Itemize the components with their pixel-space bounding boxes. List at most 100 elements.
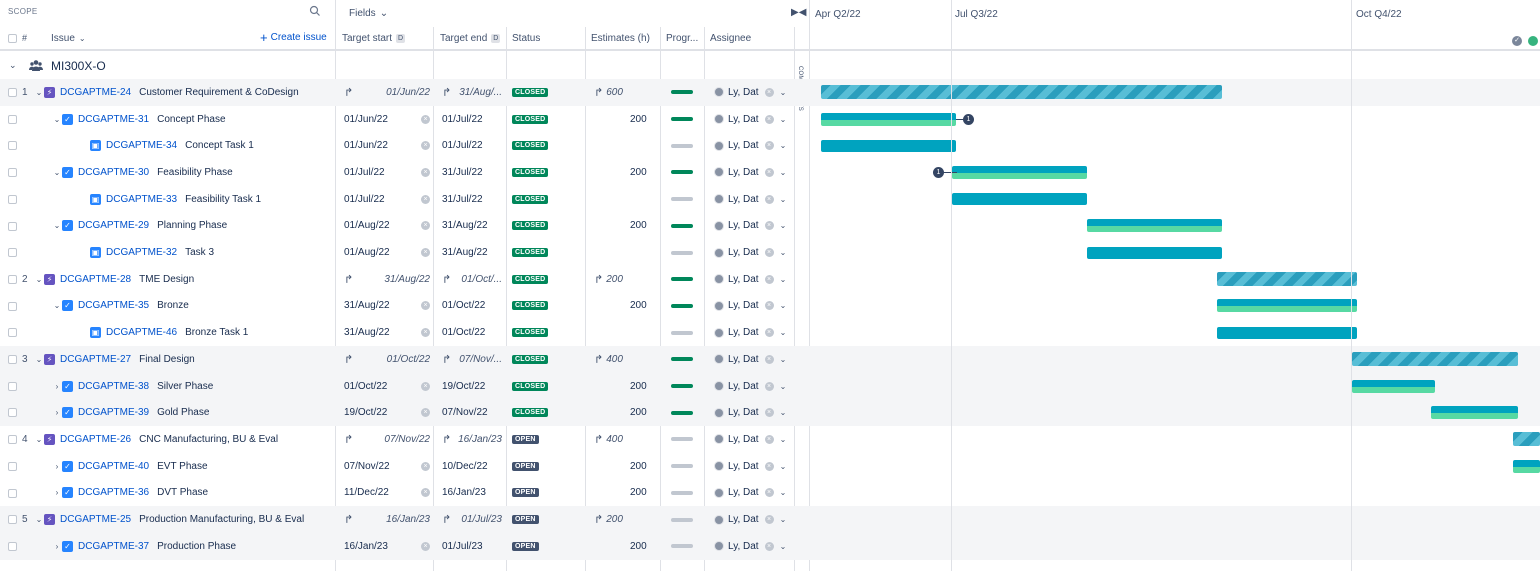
issue-cell[interactable]: ▣ DCGAPTME-33 Feasibility Task 1 <box>80 186 261 213</box>
clear-icon[interactable]: × <box>421 328 430 338</box>
gantt-bar[interactable] <box>821 85 1222 100</box>
target-start-cell[interactable]: 16/Jan/23 × <box>344 533 430 560</box>
estimate-cell[interactable]: 200 <box>630 373 647 400</box>
clear-icon[interactable]: × <box>764 381 774 391</box>
gantt-bar[interactable] <box>1513 432 1540 447</box>
issue-cell[interactable]: ▣ DCGAPTME-46 Bronze Task 1 <box>80 319 248 346</box>
clear-icon[interactable]: × <box>764 167 774 177</box>
status-cell[interactable]: OPEN <box>512 480 539 507</box>
issue-cell[interactable]: ⌄ ⚡ DCGAPTME-24 Customer Requirement & C… <box>34 79 299 106</box>
target-end-cell[interactable]: 10/Dec/22 <box>442 453 502 480</box>
target-end-cell[interactable]: 31/Aug/22 <box>442 213 502 240</box>
clear-icon[interactable]: × <box>421 221 430 231</box>
chevron-down-icon[interactable]: ⌄ <box>779 194 787 204</box>
issue-key-link[interactable]: DCGAPTME-26 <box>60 433 132 445</box>
clear-icon[interactable]: × <box>764 194 774 204</box>
issue-key-link[interactable]: DCGAPTME-28 <box>60 273 132 285</box>
chevron-right-icon[interactable]: › <box>55 488 59 498</box>
target-end-cell[interactable]: ↱ 16/Jan/23 <box>442 426 502 453</box>
target-start-cell[interactable]: 19/Oct/22 × <box>344 399 430 426</box>
status-cell[interactable]: CLOSED <box>512 186 549 213</box>
gantt-bar[interactable] <box>952 193 1087 206</box>
status-badge[interactable]: CLOSED <box>512 141 549 151</box>
target-end-cell[interactable]: 01/Oct/22 <box>442 293 502 320</box>
status-badge[interactable]: OPEN <box>512 488 539 498</box>
estimate-cell[interactable]: ↱ 200 <box>594 506 623 533</box>
row-checkbox[interactable] <box>8 408 17 418</box>
status-cell[interactable]: CLOSED <box>512 159 549 186</box>
row-checkbox[interactable] <box>8 221 17 231</box>
status-cell[interactable]: CLOSED <box>512 319 549 346</box>
assignee-cell[interactable]: Ly, Dat × ⌄ <box>714 293 786 320</box>
status-badge[interactable]: CLOSED <box>512 274 549 284</box>
target-start-cell[interactable]: ↱ 01/Oct/22 <box>344 346 430 373</box>
issue-key-link[interactable]: DCGAPTME-36 <box>78 487 150 499</box>
issue-key-link[interactable]: DCGAPTME-32 <box>106 247 178 259</box>
chevron-down-icon[interactable]: ⌄ <box>9 60 17 70</box>
chevron-down-icon[interactable]: ⌄ <box>779 408 787 418</box>
issue-cell[interactable]: ⌄ ⚡ DCGAPTME-28 TME Design <box>34 266 194 293</box>
target-start-cell[interactable]: 01/Aug/22 × <box>344 213 430 240</box>
target-start-cell[interactable]: 31/Aug/22 × <box>344 293 430 320</box>
status-cell[interactable]: CLOSED <box>512 346 549 373</box>
chevron-down-icon[interactable]: ⌄ <box>779 167 787 177</box>
issue-key-link[interactable]: DCGAPTME-37 <box>78 540 150 552</box>
target-start-cell[interactable]: 01/Jun/22 × <box>344 106 430 133</box>
status-cell[interactable]: OPEN <box>512 426 539 453</box>
issue-key-link[interactable]: DCGAPTME-35 <box>78 300 150 312</box>
status-badge[interactable]: CLOSED <box>512 87 549 97</box>
clear-icon[interactable]: × <box>764 488 774 498</box>
table-row[interactable]: › ✓ DCGAPTME-39 Gold Phase 19/Oct/22 × 07… <box>0 399 1540 427</box>
target-end-cell[interactable]: 01/Jul/23 <box>442 533 502 560</box>
status-cell[interactable]: OPEN <box>512 506 539 533</box>
table-row[interactable]: 3 ⌄ ⚡ DCGAPTME-27 Final Design ↱ 01/Oct/2… <box>0 346 1540 373</box>
assignee-cell[interactable]: Ly, Dat × ⌄ <box>714 426 786 453</box>
chevron-down-icon[interactable]: ⌄ <box>53 301 61 311</box>
chevron-down-icon[interactable]: ⌄ <box>53 114 61 124</box>
table-row[interactable]: › ✓ DCGAPTME-36 DVT Phase 11/Dec/22 × 16/… <box>0 480 1540 507</box>
target-start-cell[interactable]: 07/Nov/22 × <box>344 453 430 480</box>
status-badge[interactable]: CLOSED <box>512 354 549 364</box>
status-cell[interactable]: CLOSED <box>512 79 549 106</box>
chevron-down-icon[interactable]: ⌄ <box>779 541 787 551</box>
chevron-right-icon[interactable]: › <box>55 381 59 391</box>
issue-key-link[interactable]: DCGAPTME-29 <box>78 220 150 232</box>
table-row[interactable]: › ✓ DCGAPTME-38 Silver Phase 01/Oct/22 × … <box>0 372 1540 400</box>
status-cell[interactable]: CLOSED <box>512 213 549 240</box>
chevron-down-icon[interactable]: ⌄ <box>779 301 787 311</box>
clear-icon[interactable]: × <box>764 408 774 418</box>
select-all-checkbox[interactable] <box>8 34 17 43</box>
table-row[interactable]: › ✓ DCGAPTME-40 EVT Phase 07/Nov/22 × 10/… <box>0 453 1540 480</box>
chevron-down-icon[interactable]: ⌄ <box>779 248 787 258</box>
status-cell[interactable]: OPEN <box>512 453 539 480</box>
row-checkbox[interactable] <box>8 301 17 311</box>
chevron-down-icon[interactable]: ⌄ <box>35 515 43 525</box>
chevron-down-icon[interactable]: ⌄ <box>779 461 787 471</box>
issue-key-link[interactable]: DCGAPTME-31 <box>78 113 150 125</box>
clear-icon[interactable]: × <box>421 461 430 471</box>
clear-icon[interactable]: × <box>764 141 774 151</box>
issue-cell[interactable]: ⌄ ⚡ DCGAPTME-26 CNC Manufacturing, BU & … <box>34 426 278 453</box>
assignee-cell[interactable]: Ly, Dat × ⌄ <box>714 132 786 159</box>
estimate-cell[interactable]: 200 <box>630 453 647 480</box>
status-badge[interactable]: CLOSED <box>512 408 549 418</box>
target-end-cell[interactable]: 01/Jul/22 <box>442 132 502 159</box>
clear-icon[interactable]: × <box>764 221 774 231</box>
status-cell[interactable]: CLOSED <box>512 399 549 426</box>
table-row[interactable]: ⌄ ✓ DCGAPTME-29 Planning Phase 01/Aug/22… <box>0 213 1540 240</box>
target-end-cell[interactable]: 19/Oct/22 <box>442 373 502 400</box>
assignee-cell[interactable]: Ly, Dat × ⌄ <box>714 346 786 373</box>
issue-key-link[interactable]: DCGAPTME-40 <box>78 460 150 472</box>
chevron-down-icon[interactable]: ⌄ <box>779 221 787 231</box>
chevron-down-icon[interactable]: ⌄ <box>35 87 43 97</box>
target-start-cell[interactable]: ↱ 31/Aug/22 <box>344 266 430 293</box>
status-badge[interactable]: CLOSED <box>512 248 549 258</box>
estimate-cell[interactable]: 200 <box>630 293 647 320</box>
table-row[interactable]: 5 ⌄ ⚡ DCGAPTME-25 Production Manufacturi… <box>0 506 1540 533</box>
status-cell[interactable]: CLOSED <box>512 106 549 133</box>
estimate-cell[interactable]: ↱ 600 <box>594 79 623 106</box>
clear-icon[interactable]: × <box>421 194 430 204</box>
issue-key-link[interactable]: DCGAPTME-33 <box>106 193 178 205</box>
issue-cell[interactable]: › ✓ DCGAPTME-39 Gold Phase <box>52 399 209 426</box>
table-row[interactable]: ▣ DCGAPTME-33 Feasibility Task 1 01/Jul/… <box>0 186 1540 213</box>
